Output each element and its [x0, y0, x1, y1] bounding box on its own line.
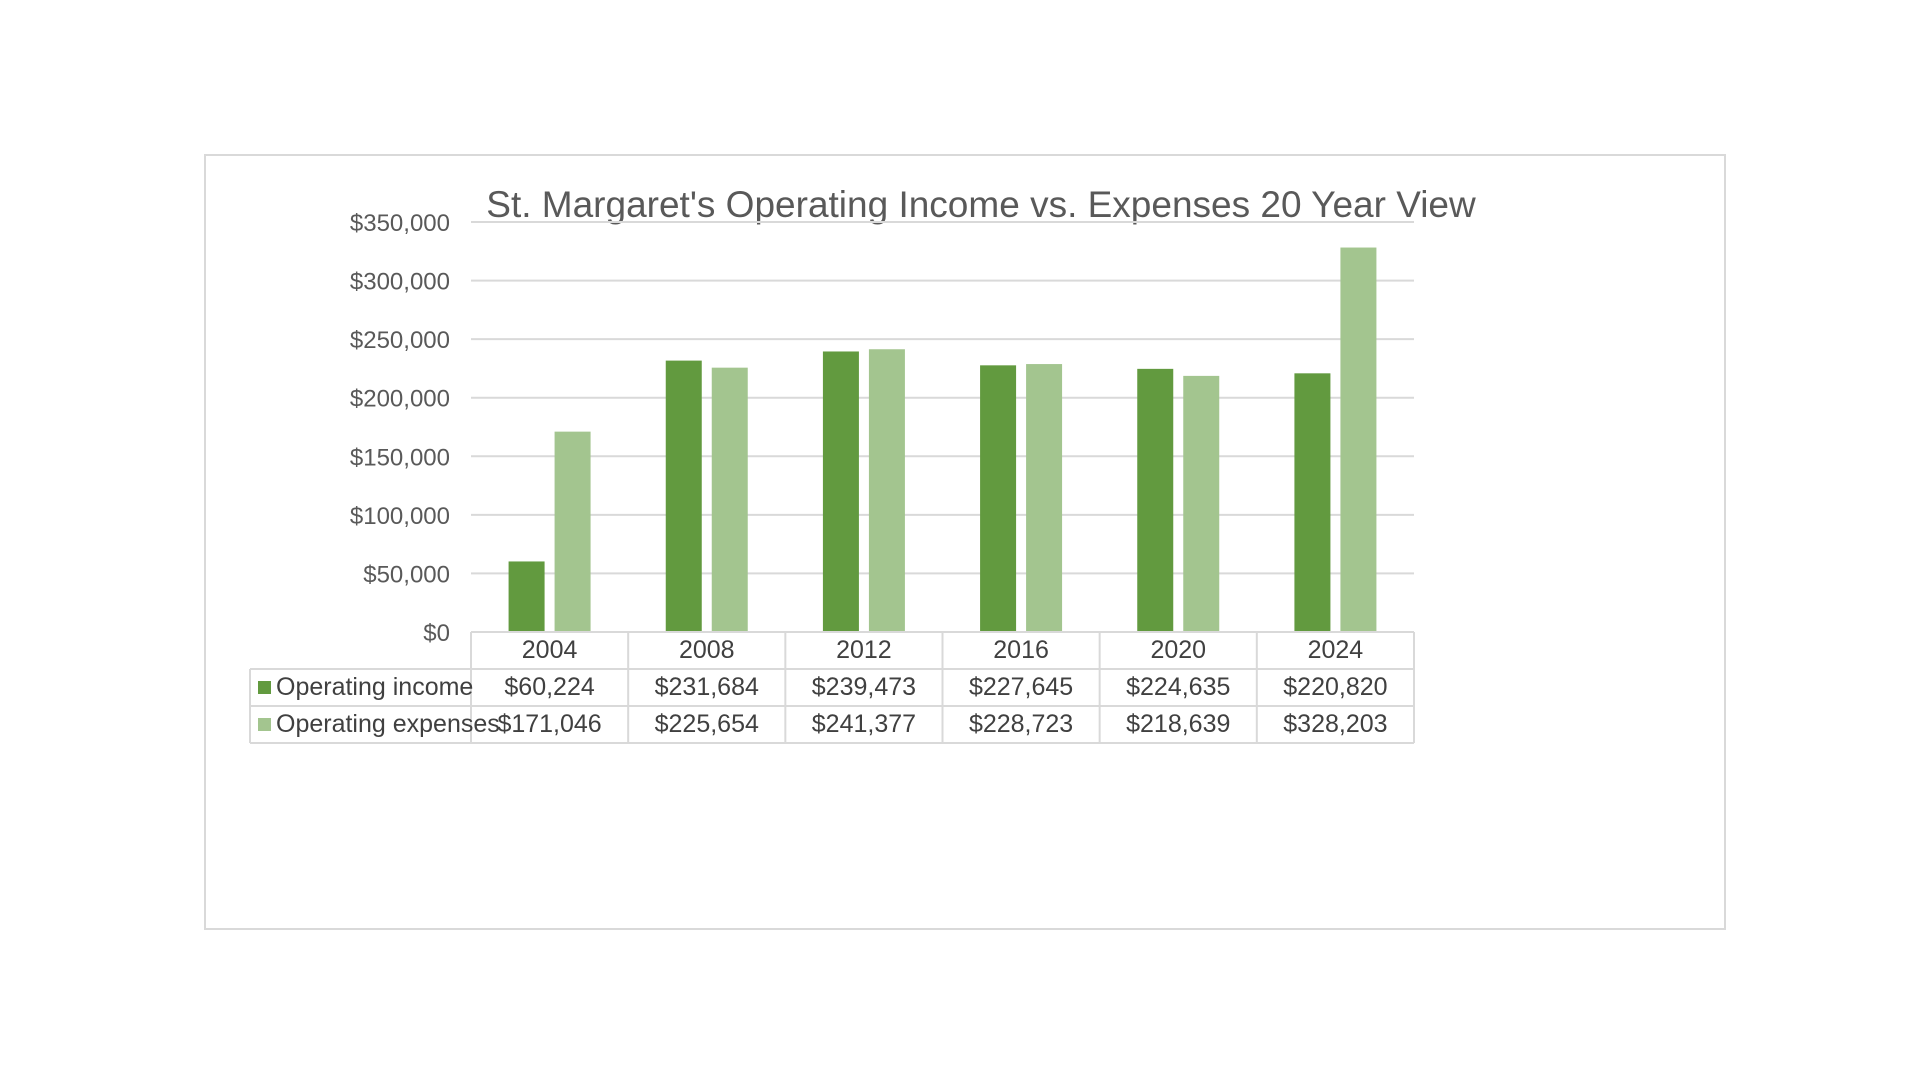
data-table-value: $171,046 [497, 710, 601, 738]
y-tick-label: $150,000 [350, 444, 450, 471]
bar-operating-income [665, 360, 702, 632]
x-category-label: 2020 [1150, 636, 1206, 664]
bar-operating-expenses [1183, 375, 1220, 632]
gridlines [471, 221, 1414, 575]
y-tick-label: $0 [423, 620, 450, 647]
x-category-label: 2008 [679, 636, 735, 664]
data-table-value: $218,639 [1126, 710, 1230, 738]
x-category-label: 2004 [522, 636, 578, 664]
data-table-value: $228,723 [969, 710, 1073, 738]
data-table-value: $227,645 [969, 673, 1073, 701]
y-axis-tick-labels: $0 $50,000 $100,000 $150,000 $200,000 $250,00… [350, 210, 450, 647]
chart-title: St. Margaret's Operating Income vs. Expe… [486, 184, 1476, 225]
bar-operating-income [508, 561, 545, 632]
bar-operating-expenses [1026, 364, 1063, 632]
bar-operating-income [1294, 373, 1331, 632]
data-table-value: $231,684 [655, 673, 759, 701]
bar-operating-expenses [711, 367, 748, 632]
y-tick-label: $50,000 [363, 561, 450, 588]
bar-operating-income [980, 365, 1017, 632]
legend-series-name: Operating expenses [276, 710, 500, 738]
y-tick-label: $250,000 [350, 327, 450, 354]
bar-operating-expenses [868, 349, 905, 632]
y-tick-label: $350,000 [350, 210, 450, 237]
legend-swatch [258, 681, 271, 694]
y-tick-label: $200,000 [350, 386, 450, 413]
bar-operating-income [1137, 368, 1174, 632]
bar-operating-income [822, 351, 859, 632]
legend-swatch [258, 718, 271, 731]
data-table-value: $225,654 [655, 710, 759, 738]
y-tick-label: $100,000 [350, 503, 450, 530]
bar-operating-expenses [554, 431, 591, 632]
x-category-label: 2012 [836, 636, 892, 664]
data-table-value: $328,203 [1283, 710, 1387, 738]
data-table-value: $239,473 [812, 673, 916, 701]
bars [508, 247, 1377, 632]
data-table-value: $220,820 [1283, 673, 1387, 701]
chart-frame: St. Margaret's Operating Income vs. Expe… [204, 154, 1726, 930]
data-table-value: $60,224 [504, 673, 594, 701]
data-table-value: $241,377 [812, 710, 916, 738]
y-tick-label: $300,000 [350, 269, 450, 296]
chart-svg: St. Margaret's Operating Income vs. Expe… [249, 184, 1476, 744]
data-table-value: $224,635 [1126, 673, 1230, 701]
legend-series-name: Operating income [276, 673, 473, 701]
data-table: 2004 2008 2012 2016 2020 2024 Operating income… [249, 631, 1415, 744]
bar-operating-expenses [1340, 247, 1377, 632]
x-category-label: 2016 [993, 636, 1049, 664]
x-category-label: 2024 [1308, 636, 1364, 664]
